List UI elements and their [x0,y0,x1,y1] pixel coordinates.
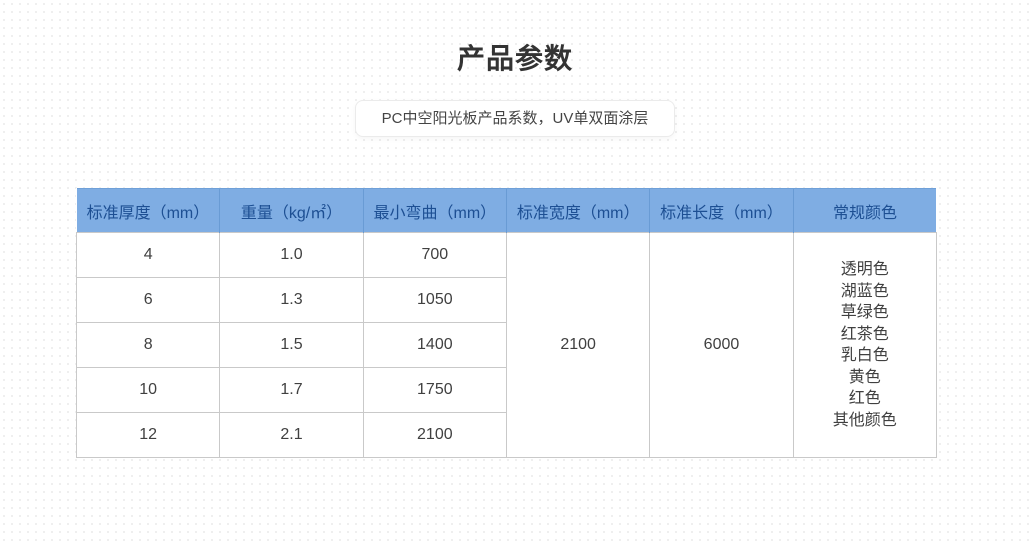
color-item: 乳白色 [840,347,889,364]
column-header-min-bend: 最小弯曲（mm） [362,188,507,233]
cell-min-bend: 1050 [362,277,507,323]
cell-min-bend: 700 [362,232,507,278]
color-item: 其他颜色 [832,411,897,429]
subtitle-pill: PC中空阳光板产品系数，UV单双面涂层 [354,100,676,137]
table-row: 6 1.3 1050 [75,277,937,323]
cell-weight: 1.7 [219,367,364,413]
cell-thickness: 4 [75,232,221,278]
cell-min-bend: 2100 [362,412,507,458]
column-header-standard-length: 标准长度（mm） [649,188,794,233]
table-row: 8 1.5 1400 [75,322,937,368]
cell-weight: 1.3 [219,277,364,323]
color-item: 红色 [848,390,881,407]
cell-thickness: 6 [75,277,221,323]
table-header: 标准厚度（mm） 重量（kg/㎡） 最小弯曲（mm） 标准宽度（mm） 标准长度… [76,188,937,233]
cell-min-bend: 1400 [362,322,507,368]
column-header-colors: 常规颜色 [792,188,937,233]
cell-thickness: 8 [75,322,221,368]
product-table-container: 标准厚度（mm） 重量（kg/㎡） 最小弯曲（mm） 标准宽度（mm） 标准长度… [75,188,937,458]
subtitle-row: PC中空阳光板产品系数，UV单双面涂层 [0,100,1030,137]
page-title: 产品参数 [456,43,573,74]
color-item: 草绿色 [840,304,889,321]
cell-regular-colors: 透明色 湖蓝色 草绿色 红茶色 乳白色 黄色 红色 其他颜色 [792,232,937,458]
cell-min-bend: 1750 [362,367,507,413]
column-header-weight: 重量（kg/㎡） [219,188,364,233]
table-row: 10 1.7 1750 [75,367,937,413]
color-item: 湖蓝色 [840,282,889,300]
cell-weight: 2.1 [219,412,364,458]
table-body: 4 1.0 700 2100 6000 透明色 湖蓝色 草绿色 红茶色 乳白色 … [75,232,937,458]
table-row: 12 2.1 2100 [75,412,937,458]
column-header-standard-width: 标准宽度（mm） [505,188,650,233]
header-row: 标准厚度（mm） 重量（kg/㎡） 最小弯曲（mm） 标准宽度（mm） 标准长度… [76,188,937,233]
cell-thickness: 12 [75,412,221,458]
cell-weight: 1.0 [219,232,364,278]
cell-weight: 1.5 [219,322,364,368]
colors-list: 透明色 湖蓝色 草绿色 红茶色 乳白色 黄色 红色 其他颜色 [794,259,936,431]
color-item: 透明色 [840,261,889,278]
cell-thickness: 10 [75,367,221,413]
table-row: 4 1.0 700 2100 6000 透明色 湖蓝色 草绿色 红茶色 乳白色 … [75,232,937,458]
cell-standard-width: 2100 [505,232,651,458]
color-item: 黄色 [848,368,881,386]
color-item: 红茶色 [840,325,889,343]
product-parameters-table: 标准厚度（mm） 重量（kg/㎡） 最小弯曲（mm） 标准宽度（mm） 标准长度… [75,188,937,458]
subtitle-text: PC中空阳光板产品系数，UV单双面涂层 [381,110,649,127]
column-header-thickness: 标准厚度（mm） [76,188,220,233]
cell-standard-length: 6000 [649,232,794,458]
